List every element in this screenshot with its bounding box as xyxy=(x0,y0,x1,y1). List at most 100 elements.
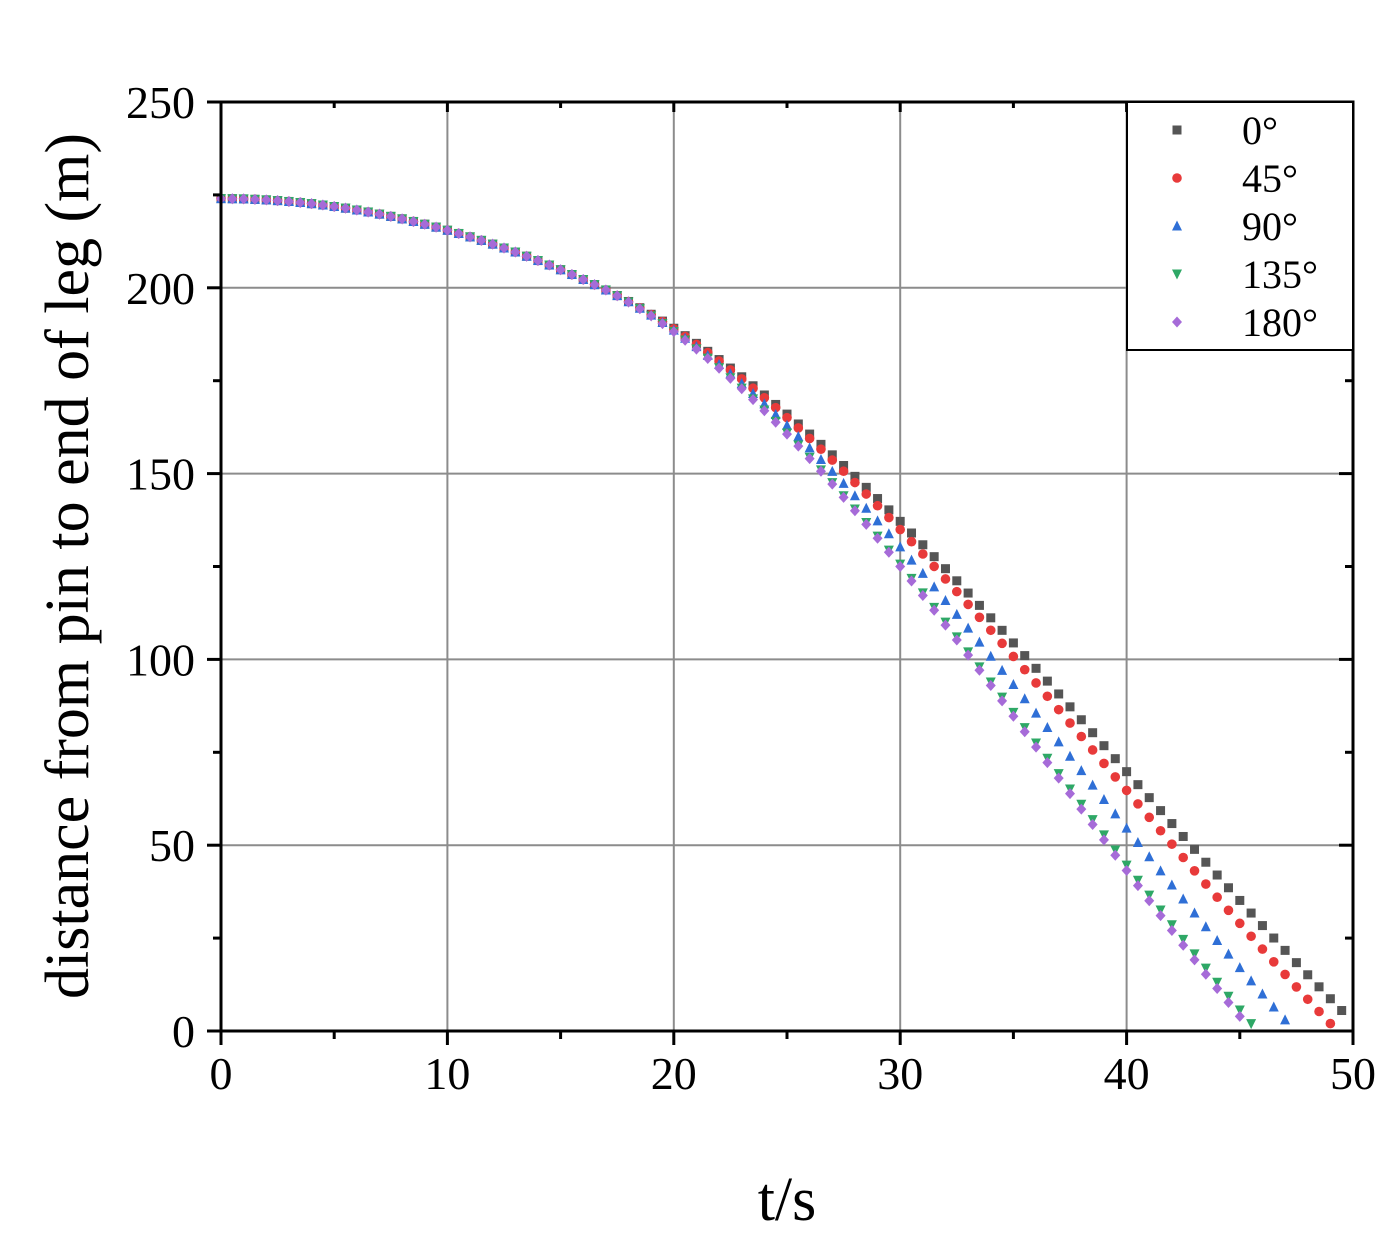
data-point xyxy=(1235,895,1245,905)
data-point xyxy=(782,428,792,440)
data-point xyxy=(974,636,985,647)
x-tick-label: 50 xyxy=(1330,1048,1376,1099)
data-point xyxy=(782,412,792,423)
data-point xyxy=(1076,803,1087,815)
data-point xyxy=(566,269,577,281)
data-point xyxy=(1121,785,1132,796)
data-point xyxy=(1099,741,1109,751)
data-point xyxy=(1268,957,1279,967)
data-point xyxy=(1314,982,1324,992)
data-point xyxy=(917,590,928,602)
data-point xyxy=(804,442,815,453)
data-point xyxy=(431,221,442,233)
legend-label: 180° xyxy=(1242,300,1318,345)
data-point xyxy=(634,303,645,315)
data-point xyxy=(974,600,984,610)
data-point xyxy=(1122,767,1132,777)
data-point xyxy=(963,649,974,661)
data-point xyxy=(929,604,940,616)
data-point xyxy=(1144,812,1155,823)
data-point xyxy=(1291,958,1301,968)
data-point xyxy=(872,500,883,511)
data-point xyxy=(951,634,962,646)
data-point xyxy=(816,444,826,454)
legend-marker xyxy=(1172,125,1182,135)
legend-item: 135° xyxy=(1172,252,1318,297)
data-point xyxy=(714,362,725,374)
data-point xyxy=(736,383,747,395)
y-axis-label: distance from pin to end of leg (m) xyxy=(34,133,102,999)
data-point xyxy=(838,466,849,477)
data-point xyxy=(1303,970,1313,980)
data-point xyxy=(1337,1006,1347,1016)
data-point xyxy=(1246,975,1257,986)
data-point xyxy=(917,567,928,578)
data-point xyxy=(827,478,838,490)
data-point xyxy=(1167,819,1177,829)
legend-label: 90° xyxy=(1242,204,1298,249)
data-point xyxy=(985,680,996,692)
data-point xyxy=(351,204,362,216)
data-point xyxy=(1223,991,1234,1002)
legend-item: 180° xyxy=(1172,300,1318,345)
data-point xyxy=(895,524,905,535)
data-point xyxy=(453,227,464,239)
data-point xyxy=(363,206,374,218)
data-point xyxy=(1019,664,1030,675)
data-point xyxy=(963,622,974,633)
data-point xyxy=(340,202,351,214)
data-point xyxy=(1098,793,1109,804)
data-point xyxy=(883,546,894,558)
legend-item: 0° xyxy=(1172,108,1278,153)
data-point xyxy=(1167,839,1177,849)
y-tick-label: 200 xyxy=(126,263,195,314)
data-point xyxy=(861,482,871,492)
data-point xyxy=(238,193,249,205)
data-point xyxy=(1212,982,1223,994)
data-point xyxy=(872,532,883,544)
data-point xyxy=(1053,704,1064,715)
data-point xyxy=(1020,651,1030,661)
y-tick-label: 250 xyxy=(126,77,195,128)
data-point xyxy=(1223,905,1234,916)
data-point xyxy=(839,461,849,471)
legend-marker xyxy=(1172,173,1182,183)
data-point xyxy=(1200,963,1211,974)
data-point xyxy=(849,505,860,517)
data-point xyxy=(1065,788,1075,800)
data-point xyxy=(1235,918,1245,929)
data-point xyxy=(963,588,973,598)
data-point xyxy=(759,392,770,403)
data-point xyxy=(1019,693,1030,704)
data-point xyxy=(849,490,860,501)
data-point xyxy=(1110,754,1120,764)
data-point xyxy=(952,576,962,586)
data-point xyxy=(873,494,883,504)
data-point xyxy=(1190,844,1200,854)
data-point xyxy=(1280,945,1290,955)
data-point xyxy=(1076,765,1087,776)
legend-label: 45° xyxy=(1242,156,1298,201)
data-point xyxy=(1178,893,1189,904)
data-point xyxy=(1042,676,1052,686)
data-point xyxy=(974,612,985,623)
data-point xyxy=(317,199,328,211)
data-point xyxy=(1212,977,1223,988)
data-point xyxy=(1155,825,1166,836)
data-point xyxy=(1065,750,1075,761)
data-point xyxy=(850,477,860,488)
data-point xyxy=(850,471,860,481)
series-3 xyxy=(216,194,1257,1030)
data-point xyxy=(1054,689,1064,699)
data-point xyxy=(838,491,849,503)
y-tick-label: 50 xyxy=(149,820,195,871)
data-point xyxy=(521,250,532,262)
data-point xyxy=(657,318,668,330)
x-tick-label: 10 xyxy=(424,1048,470,1099)
data-point xyxy=(510,246,521,258)
x-tick-label: 30 xyxy=(877,1048,923,1099)
data-point xyxy=(1053,736,1064,747)
data-point xyxy=(793,423,804,433)
data-point xyxy=(838,477,849,488)
data-point xyxy=(1201,857,1211,867)
